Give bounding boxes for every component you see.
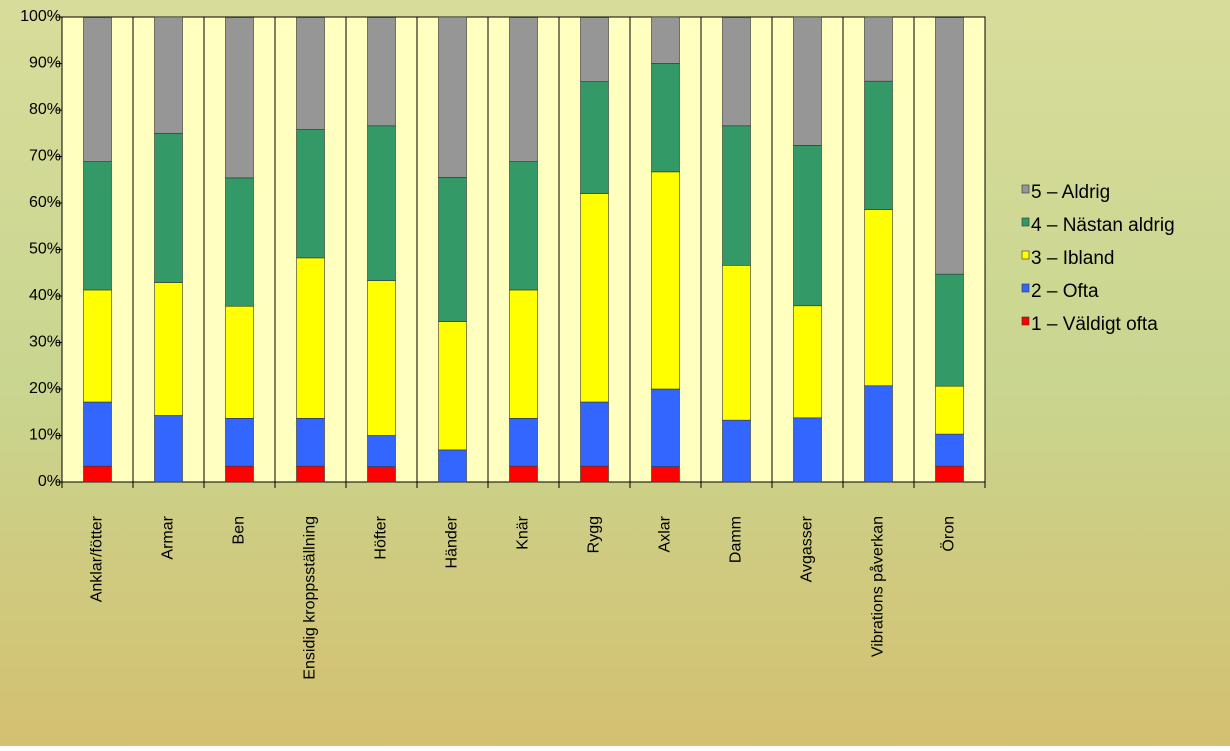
bar-segment — [935, 273, 964, 387]
bar-segment — [83, 161, 112, 291]
x-tick-label: Axlar — [657, 515, 674, 552]
bar-segment — [580, 401, 609, 467]
bar-segment — [651, 63, 680, 173]
y-tick-label: 70% — [29, 148, 61, 165]
bar-segment — [580, 193, 609, 403]
bar-segment — [296, 17, 325, 130]
bar-segment — [722, 419, 751, 483]
bar-segment — [509, 465, 538, 483]
bar-segment — [580, 17, 609, 82]
bar-segment — [225, 177, 254, 307]
bar-segment — [367, 466, 396, 483]
bar-segment — [722, 125, 751, 266]
bar-segment — [864, 385, 893, 483]
y-tick-label: 50% — [29, 241, 61, 258]
bar-segment — [580, 81, 609, 195]
bar-segment — [367, 125, 396, 281]
bar-segment — [225, 417, 254, 467]
bar-segment — [793, 145, 822, 307]
bar-segment — [154, 132, 183, 283]
x-tick-label: Öron — [940, 516, 958, 552]
bar-segment — [296, 417, 325, 467]
bar-segment — [296, 129, 325, 259]
legend-label: 4 – Nästan aldrig — [1031, 215, 1175, 236]
bar-segment — [438, 16, 467, 178]
bar-segment — [793, 417, 822, 483]
y-tick-label: 0% — [38, 473, 61, 490]
bar-segment — [651, 388, 680, 467]
bar-segment — [225, 305, 254, 419]
bar-segment — [296, 257, 325, 419]
bar-segment — [864, 80, 893, 210]
legend-swatch — [1021, 217, 1030, 227]
x-tick-label: Knär — [515, 515, 532, 549]
bar-segment — [864, 16, 893, 82]
bar-segment — [154, 282, 183, 416]
bar-segment — [83, 401, 112, 467]
y-tick-label: 100% — [20, 8, 61, 25]
bar-segment — [509, 289, 538, 419]
y-tick-label: 90% — [29, 55, 61, 72]
y-tick-label: 40% — [29, 287, 61, 304]
bar-segment — [509, 17, 538, 162]
y-tick-label: 10% — [29, 427, 61, 444]
bar-segment — [935, 465, 964, 483]
bar-segment — [367, 280, 396, 436]
bar-segment — [651, 466, 680, 483]
bar-segment — [438, 321, 467, 451]
bar-segment — [83, 465, 112, 483]
bar-segment — [509, 417, 538, 467]
bar-segment — [438, 449, 467, 483]
bar-segment — [651, 171, 680, 390]
x-tick-label: Ben — [231, 516, 248, 544]
bar-segment — [935, 433, 964, 467]
bar-segment — [367, 17, 396, 127]
bar-segment — [935, 385, 964, 435]
legend-label: 1 – Väldigt ofta — [1031, 314, 1158, 335]
y-tick-label: 20% — [29, 380, 61, 397]
x-tick-label: Vibrations påverkan — [869, 516, 887, 657]
legend-swatch — [1021, 283, 1030, 293]
legend-swatch — [1021, 184, 1030, 194]
legend-label: 3 – Ibland — [1031, 248, 1114, 269]
legend-swatch — [1021, 250, 1030, 260]
bar-segment — [154, 415, 183, 483]
x-tick-label: Damm — [728, 516, 745, 563]
bar-segment — [722, 265, 751, 421]
y-tick-label: 30% — [29, 334, 61, 351]
x-tick-label: Armar — [160, 515, 177, 559]
bar-segment — [296, 465, 325, 483]
bar-segment — [793, 305, 822, 419]
bar-segment — [154, 16, 183, 134]
bar-segment — [793, 16, 822, 146]
bar-segment — [651, 16, 680, 64]
bar-segment — [225, 17, 254, 179]
bar-segment — [509, 161, 538, 291]
x-tick-label: Ensidig kroppsställning — [302, 516, 319, 680]
x-tick-label: Händer — [444, 515, 461, 568]
bar-segment — [935, 17, 964, 275]
legend-label: 5 – Aldrig — [1031, 182, 1110, 203]
legend-swatch — [1021, 316, 1030, 326]
bar-segment — [83, 289, 112, 403]
x-tick-label: Anklar/fötter — [89, 515, 106, 602]
x-tick-label: Rygg — [586, 516, 603, 553]
legend-label: 2 – Ofta — [1031, 281, 1099, 302]
bar-segment — [580, 465, 609, 483]
x-tick-label: Avgasser — [799, 515, 816, 582]
bar-segment — [367, 435, 396, 467]
bar-segment — [864, 209, 893, 387]
bar-segment — [438, 177, 467, 322]
x-tick-label: Höfter — [373, 515, 390, 559]
bar-segment — [225, 465, 254, 483]
bar-segment — [83, 17, 112, 162]
y-tick-label: 80% — [29, 101, 61, 118]
y-tick-label: 60% — [29, 194, 61, 211]
bar-segment — [722, 17, 751, 127]
